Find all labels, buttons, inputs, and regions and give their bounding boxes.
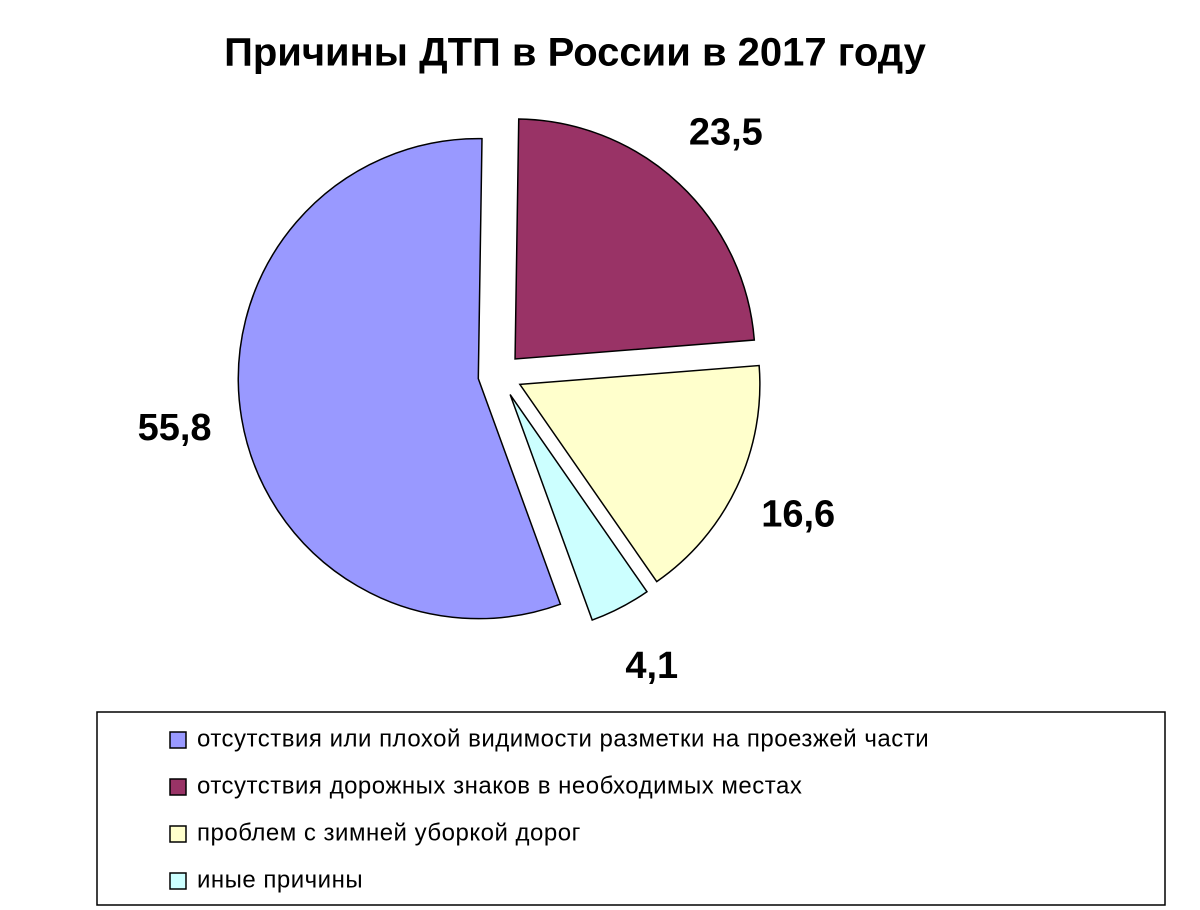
pie-slice [518, 364, 761, 583]
pie-slice [514, 118, 756, 360]
pie-slice [237, 137, 562, 620]
legend-box [96, 711, 1166, 906]
legend-swatch [169, 778, 187, 796]
value-label: 4,1 [625, 645, 678, 687]
pie-slice [509, 394, 648, 622]
legend-label: отсутствия дорожных знаков в необходимых… [197, 772, 802, 799]
legend-swatch [169, 825, 187, 843]
legend-label: отсутствия или плохой видимости разметки… [197, 725, 929, 752]
legend-label: иные причины [197, 866, 363, 893]
legend-swatch [169, 731, 187, 749]
value-label: 23,5 [689, 111, 763, 153]
legend-swatch [169, 872, 187, 890]
value-label: 16,6 [761, 493, 835, 535]
value-label: 55,8 [138, 407, 212, 449]
chart-title: Причины ДТП в России в 2017 году [224, 31, 927, 75]
legend-label: проблем с зимней уборкой дорог [197, 819, 581, 846]
